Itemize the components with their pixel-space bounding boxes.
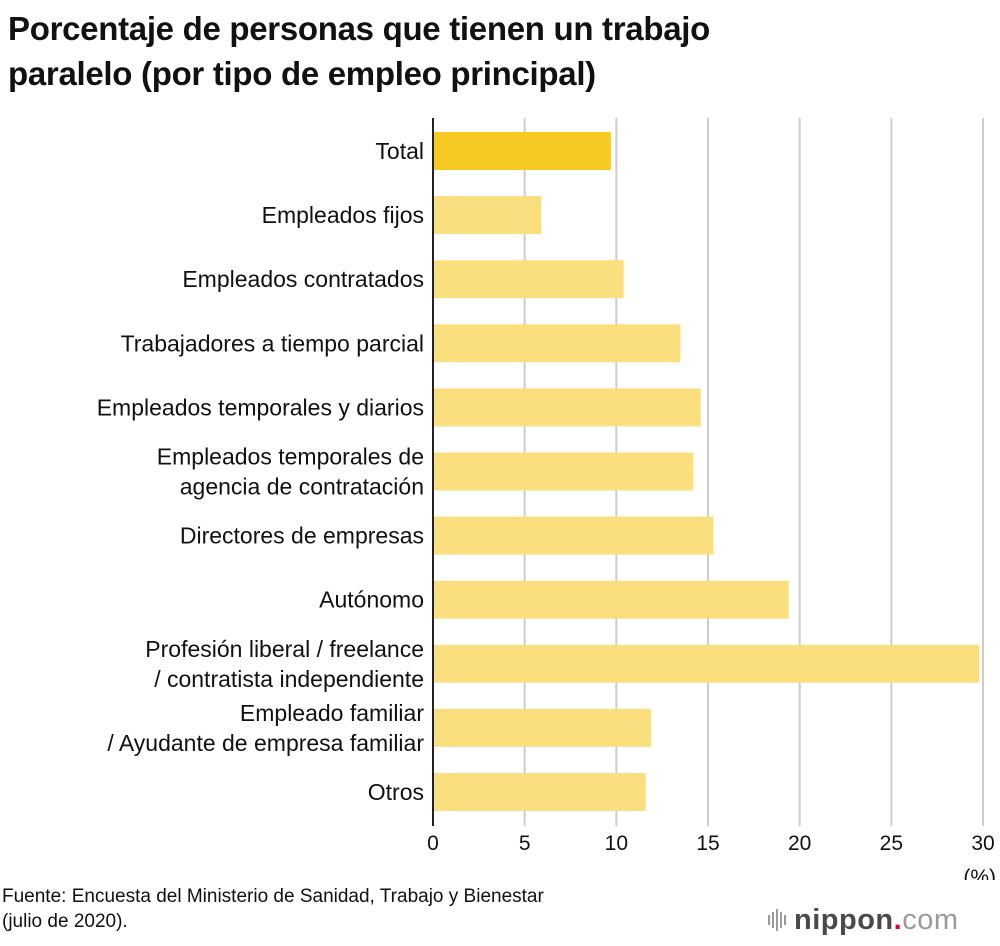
category-label: Total (375, 138, 424, 164)
bar (433, 388, 701, 427)
x-tick-label: 0 (427, 832, 439, 855)
bar (433, 773, 646, 811)
x-tick-label: 10 (605, 832, 628, 855)
logo-tld: com (902, 903, 959, 936)
bar (433, 196, 542, 235)
x-tick-label: 20 (788, 832, 811, 855)
category-labels: Total Empleados fijos Empleados contratado… (97, 138, 425, 805)
x-tick-label: 15 (696, 832, 719, 855)
category-label: Autónomo (319, 587, 424, 613)
category-label-line: Empleados contratados (182, 266, 424, 292)
bars (433, 132, 980, 811)
category-label: Directores de empresas (180, 523, 424, 549)
category-label-line: Otros (368, 779, 424, 805)
category-label: Empleados temporales de agencia de contra… (157, 444, 424, 500)
source-line-2: (julio de 2020). (2, 911, 128, 932)
source-line-1: Fuente: Encuesta del Ministerio de Sanid… (2, 886, 544, 907)
category-label: Otros (368, 779, 424, 805)
sound-wave-icon (768, 909, 786, 931)
bar (433, 324, 681, 363)
category-label-line: Empleados temporales de (157, 444, 424, 470)
chart-title-line-2: paralelo (por tipo de empleo principal) (8, 55, 596, 92)
bar (433, 260, 624, 299)
bar (433, 580, 789, 619)
category-label-line: Directores de empresas (180, 523, 424, 549)
category-label-line: Autónomo (319, 587, 424, 613)
category-label: Profesión liberal / freelance / contratis… (145, 636, 424, 692)
x-axis-unit-label: (%) (963, 866, 996, 880)
category-label-line: Empleado familiar (240, 700, 424, 726)
category-label-line: Total (375, 138, 424, 164)
category-label-line: Empleados fijos (262, 202, 424, 228)
bar-chart: Total Empleados fijos Empleados contratado… (97, 118, 996, 880)
category-label-line: Trabajadores a tiempo parcial (121, 330, 424, 356)
x-tick-labels: 0 5 10 15 20 25 30 (427, 832, 995, 855)
category-label: Empleados fijos (262, 202, 424, 228)
nippon-logo[interactable]: nippon.com (768, 900, 959, 940)
source-note: Fuente: Encuesta del Ministerio de Sanid… (2, 884, 544, 934)
chart-title: Porcentaje de personas que tienen un tra… (8, 6, 968, 96)
bar (433, 708, 652, 747)
logo-text: nippon.com (794, 904, 959, 937)
logo-name: nippon (794, 903, 894, 936)
category-label: Empleados temporales y diarios (97, 394, 424, 420)
category-label: Empleados contratados (182, 266, 424, 292)
x-tick-label: 30 (971, 832, 994, 855)
bar (433, 516, 714, 555)
category-label: Trabajadores a tiempo parcial (121, 330, 424, 356)
chart-title-line-1: Porcentaje de personas que tienen un tra… (8, 10, 710, 47)
x-tick-label: 25 (880, 832, 903, 855)
category-label-line: / Ayudante de empresa familiar (107, 730, 424, 756)
category-label-line: Profesión liberal / freelance (145, 636, 424, 662)
bar (433, 132, 611, 170)
category-label-line: Empleados temporales y diarios (97, 394, 424, 420)
category-label-line: agencia de contratación (180, 474, 424, 500)
logo-dot: . (893, 903, 903, 936)
bar (433, 644, 980, 683)
x-tick-label: 5 (519, 832, 531, 855)
category-label: Empleado familiar / Ayudante de empresa f… (107, 700, 424, 756)
bar (433, 452, 694, 491)
category-label-line: / contratista independiente (154, 666, 424, 692)
